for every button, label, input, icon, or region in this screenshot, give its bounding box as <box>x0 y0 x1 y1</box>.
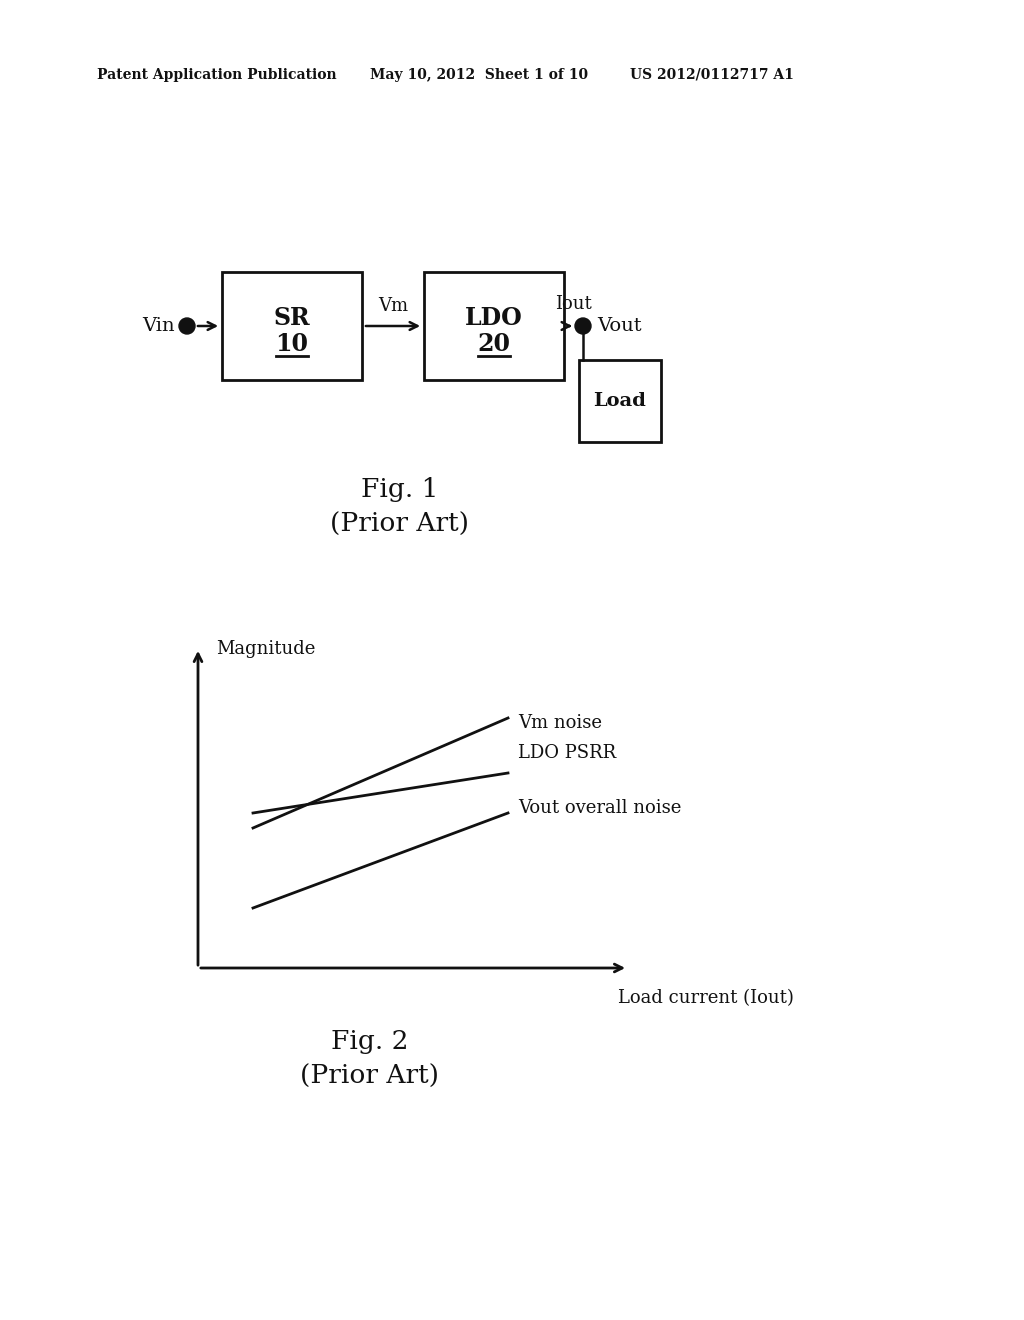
Text: Load: Load <box>594 392 646 411</box>
Text: 20: 20 <box>477 333 511 356</box>
Text: 10: 10 <box>275 333 308 356</box>
Text: (Prior Art): (Prior Art) <box>300 1064 439 1089</box>
Text: Vin: Vin <box>142 317 175 335</box>
Text: May 10, 2012  Sheet 1 of 10: May 10, 2012 Sheet 1 of 10 <box>370 69 588 82</box>
Text: Vm: Vm <box>378 297 408 315</box>
Bar <box>222 272 362 380</box>
Text: Patent Application Publication: Patent Application Publication <box>97 69 337 82</box>
Text: Magnitude: Magnitude <box>216 640 315 657</box>
Bar <box>424 272 564 380</box>
Text: Iout: Iout <box>555 294 592 313</box>
Text: Load current (Iout): Load current (Iout) <box>618 989 794 1007</box>
Text: LDO: LDO <box>465 306 523 330</box>
Text: (Prior Art): (Prior Art) <box>331 511 469 536</box>
Text: LDO PSRR: LDO PSRR <box>518 744 616 762</box>
Circle shape <box>179 318 195 334</box>
Text: SR: SR <box>273 306 310 330</box>
Text: Vm noise: Vm noise <box>518 714 602 733</box>
Bar <box>579 360 662 442</box>
Text: US 2012/0112717 A1: US 2012/0112717 A1 <box>630 69 794 82</box>
Text: Vout: Vout <box>597 317 642 335</box>
Text: Fig. 1: Fig. 1 <box>361 478 438 503</box>
Text: Vout overall noise: Vout overall noise <box>518 799 681 817</box>
Circle shape <box>575 318 591 334</box>
Text: Fig. 2: Fig. 2 <box>331 1030 409 1055</box>
